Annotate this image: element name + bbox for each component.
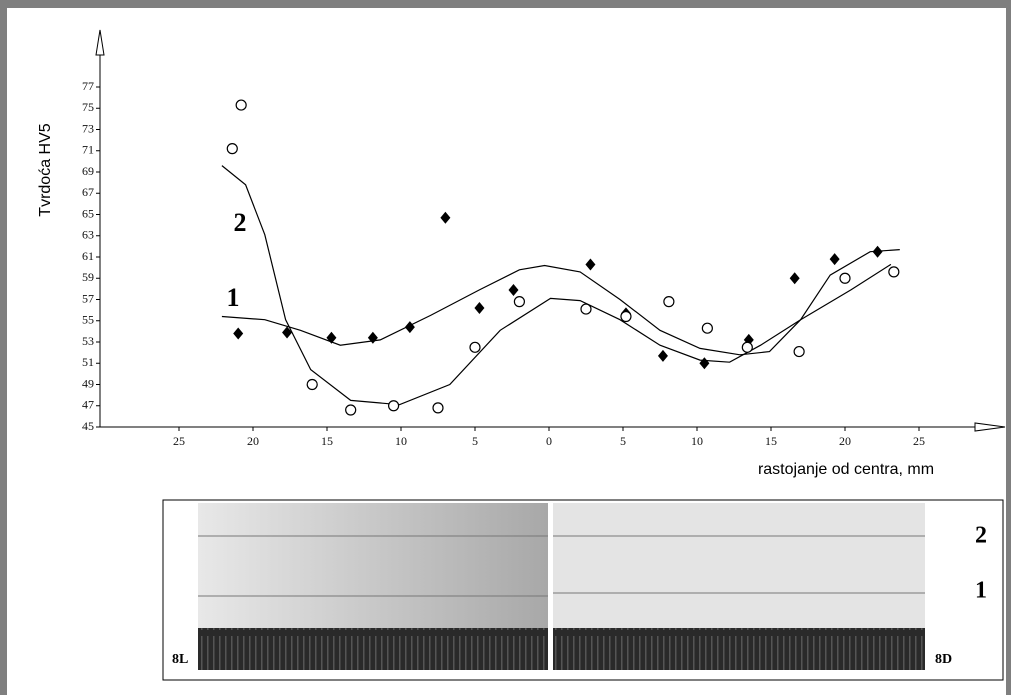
x-tick-label: 20 xyxy=(839,434,851,448)
point xyxy=(233,327,244,340)
y-tick-label: 77 xyxy=(82,79,94,93)
x-tick-label: 20 xyxy=(247,434,259,448)
y-axis-label: Tvrdoća HV5 xyxy=(37,123,54,216)
frame-right xyxy=(1006,0,1011,695)
y-tick-label: 75 xyxy=(82,100,94,114)
fit-curve xyxy=(221,249,900,356)
point xyxy=(226,143,238,155)
x-tick-label: 5 xyxy=(472,434,478,448)
x-axis-label: rastojanje od centra, mm xyxy=(758,461,934,478)
point xyxy=(829,253,840,266)
row-label: 1 xyxy=(975,578,987,604)
point xyxy=(367,331,378,344)
point xyxy=(741,341,753,353)
sample-label: 8D xyxy=(935,652,952,667)
point xyxy=(235,99,247,111)
point xyxy=(580,303,592,315)
point xyxy=(699,357,710,370)
point xyxy=(432,402,444,414)
point xyxy=(701,322,713,334)
point xyxy=(282,326,293,339)
point xyxy=(404,321,415,334)
point xyxy=(585,258,596,271)
point xyxy=(469,341,481,353)
point xyxy=(388,400,400,412)
y-tick-label: 53 xyxy=(82,334,94,348)
y-tick-label: 51 xyxy=(82,355,94,369)
point xyxy=(793,345,805,358)
y-tick-label: 55 xyxy=(82,313,94,327)
photo-left xyxy=(198,503,548,628)
point xyxy=(513,296,526,308)
y-tick-label: 67 xyxy=(82,185,94,199)
point xyxy=(663,296,675,308)
y-tick-label: 63 xyxy=(82,228,94,242)
y-tick-label: 45 xyxy=(82,419,94,433)
y-tick-label: 57 xyxy=(82,291,94,305)
y-tick-label: 47 xyxy=(82,398,94,412)
point xyxy=(888,266,900,278)
point xyxy=(839,272,851,284)
point xyxy=(508,283,519,296)
frame-top xyxy=(0,0,1011,8)
point xyxy=(872,245,883,258)
x-tick-label: 5 xyxy=(620,434,626,448)
y-arrow xyxy=(95,29,105,56)
photo-right xyxy=(553,503,925,628)
y-tick-label: 49 xyxy=(82,376,94,390)
point xyxy=(306,378,318,391)
x-tick-label: 0 xyxy=(546,434,552,448)
point xyxy=(620,310,632,323)
y-tick-label: 69 xyxy=(82,164,94,178)
point xyxy=(326,331,337,344)
x-tick-label: 25 xyxy=(173,434,185,448)
y-tick-label: 65 xyxy=(82,206,94,220)
point xyxy=(345,404,357,416)
sample-label: 8L xyxy=(172,652,188,667)
x-arrow xyxy=(974,422,1006,432)
x-tick-label: 10 xyxy=(395,434,407,448)
point xyxy=(657,349,668,362)
y-tick-label: 59 xyxy=(82,270,94,284)
curve-label: 2 xyxy=(234,208,247,237)
x-tick-label: 10 xyxy=(691,434,703,448)
x-tick-label: 25 xyxy=(913,434,925,448)
x-tick-label: 15 xyxy=(765,434,777,448)
point xyxy=(440,211,451,224)
frame-left xyxy=(0,0,7,695)
curve-label: 1 xyxy=(227,283,240,312)
x-tick-label: 15 xyxy=(321,434,333,448)
row-label: 2 xyxy=(975,523,987,549)
y-tick-label: 73 xyxy=(82,121,94,135)
ruler-right xyxy=(553,628,925,670)
y-tick-label: 61 xyxy=(82,249,94,263)
y-tick-label: 71 xyxy=(82,143,94,157)
photo-panel: 8L 8D 2 1 xyxy=(162,499,1004,681)
ruler-left xyxy=(198,628,548,670)
fit-curve xyxy=(221,165,892,406)
point xyxy=(789,272,800,285)
point xyxy=(474,302,485,314)
